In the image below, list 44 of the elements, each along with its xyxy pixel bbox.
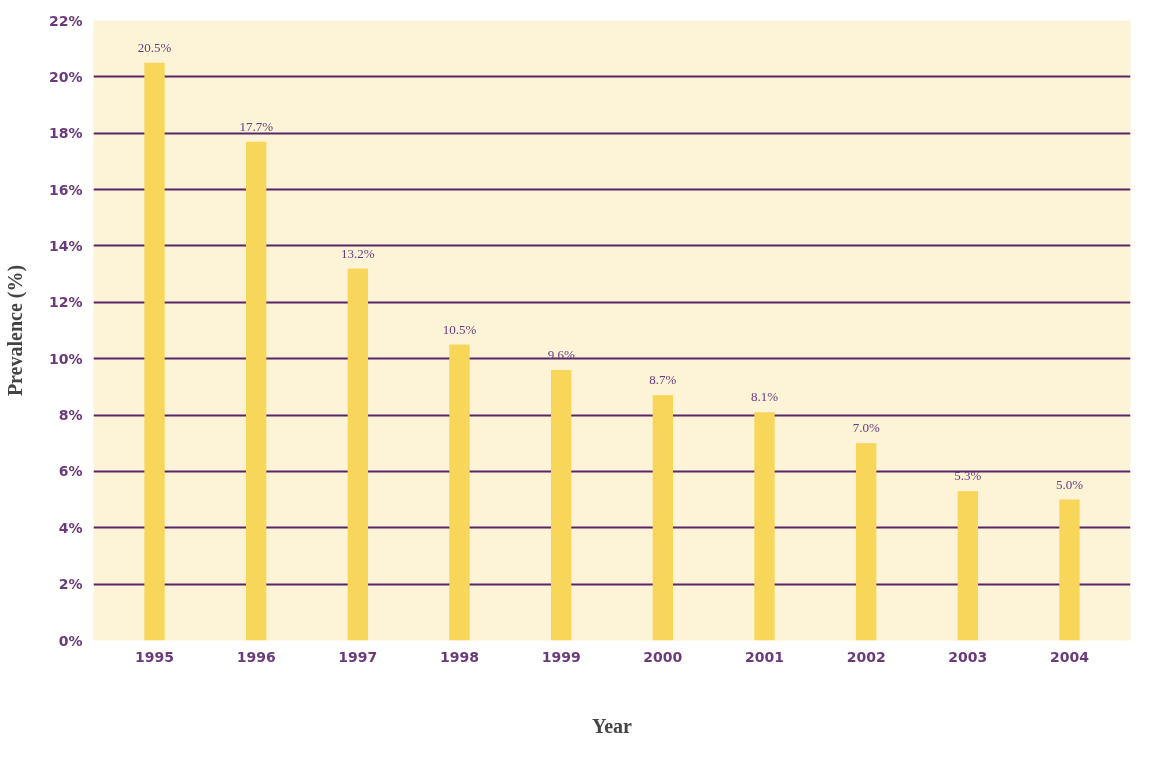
bar — [957, 491, 978, 641]
x-tick-label: 2000 — [643, 648, 683, 665]
data-label: 10.5% — [442, 321, 477, 337]
data-label: 9.6% — [547, 346, 575, 362]
x-tick-label: 2002 — [846, 648, 886, 665]
x-tick-label: 2003 — [948, 648, 988, 665]
bar — [652, 395, 673, 641]
bar — [449, 344, 470, 641]
y-tick-label: 8% — [58, 407, 83, 424]
y-tick-label: 16% — [48, 181, 83, 198]
x-tick-label: 1997 — [338, 648, 378, 665]
data-label: 13.2% — [341, 245, 375, 261]
bar — [856, 443, 877, 641]
data-label: 8.1% — [750, 389, 779, 405]
data-label: 8.7% — [649, 372, 677, 388]
y-tick-label: 0% — [58, 632, 83, 649]
x-axis-title: Year — [592, 714, 633, 737]
x-tick-label: 1998 — [440, 648, 479, 665]
x-tick-label: 2004 — [1050, 648, 1090, 665]
bar — [1059, 499, 1080, 641]
y-tick-label: 18% — [48, 125, 83, 142]
bar — [551, 369, 572, 641]
x-tick-label: 1995 — [135, 648, 174, 665]
x-tick-label: 1996 — [236, 648, 276, 665]
data-label: 5.0% — [1055, 476, 1084, 492]
bar — [144, 62, 165, 641]
x-tick-label: 1999 — [541, 648, 581, 665]
bar — [347, 268, 368, 641]
y-tick-label: 22% — [48, 12, 83, 29]
y-tick-label: 14% — [48, 237, 83, 254]
data-label: 5.3% — [954, 468, 982, 484]
bar — [754, 412, 775, 641]
y-axis-title: Prevalence (%) — [3, 264, 27, 397]
y-tick-label: 10% — [48, 350, 83, 367]
data-label: 7.0% — [852, 420, 880, 436]
data-label: 17.7% — [239, 118, 274, 134]
y-tick-label: 4% — [58, 519, 83, 536]
bar — [246, 141, 267, 641]
y-tick-label: 12% — [48, 294, 83, 311]
y-tick-label: 6% — [58, 463, 83, 480]
data-label: 20.5% — [137, 39, 172, 55]
x-tick-label: 2001 — [745, 648, 784, 665]
y-tick-label: 2% — [58, 576, 83, 593]
y-tick-label: 20% — [48, 68, 83, 85]
